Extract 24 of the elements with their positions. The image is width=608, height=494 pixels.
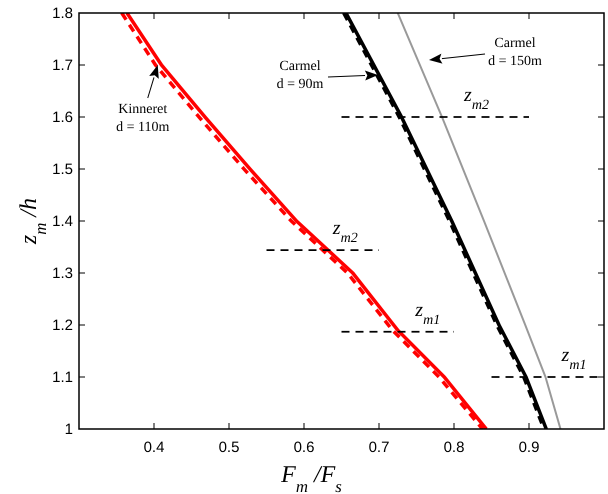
x-tick-label: 0.8 (444, 439, 464, 456)
y-tick-label: 1.3 (52, 265, 73, 282)
line-series (396, 13, 562, 429)
y-tick-label: 1 (64, 421, 73, 438)
annotation: Carmel d = 90m (276, 59, 324, 92)
annotation: Carmel d = 150m (488, 36, 542, 69)
x-tick-label: 0.7 (368, 439, 390, 456)
y-tick-label: 1.2 (52, 317, 73, 334)
y-tick-label: 1.7 (52, 57, 73, 74)
x-axis-title: F$_{m}$/F$_{s}$ (280, 462, 342, 494)
x-tick-label: 0.4 (144, 439, 164, 456)
annotation: z$_{m2}$ (463, 84, 489, 112)
x-tick-label: 0.9 (518, 439, 540, 456)
annotation: Kinneret d = 110m (116, 102, 170, 135)
y-tick-label: 1.4 (52, 213, 73, 230)
x-tick-label: 0.6 (294, 439, 314, 456)
y-tick-label: 1.6 (52, 109, 73, 126)
annotation: z$_{m1}$ (414, 298, 440, 328)
y-tick-label: 1.1 (52, 369, 73, 386)
y-tick-label: 1.5 (52, 161, 73, 178)
annotation: z$_{m2}$ (332, 217, 358, 246)
x-tick-label: 0.5 (218, 439, 240, 456)
y-tick-label: 1.8 (52, 5, 73, 22)
annotation: z$_{m1}$ (560, 344, 586, 372)
